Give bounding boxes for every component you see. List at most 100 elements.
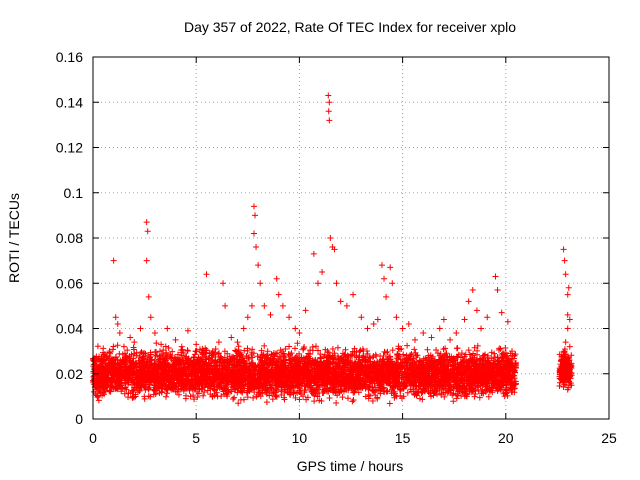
data-point — [153, 340, 160, 347]
data-point — [142, 383, 149, 390]
data-point — [461, 353, 468, 360]
data-point — [216, 350, 223, 357]
data-point — [151, 357, 158, 364]
data-point — [258, 347, 265, 354]
data-point — [112, 385, 119, 392]
data-point — [341, 352, 348, 359]
data-point — [138, 377, 145, 384]
data-point — [462, 367, 469, 374]
data-point — [273, 393, 280, 400]
data-point — [314, 386, 321, 393]
data-point — [109, 346, 116, 353]
data-point — [263, 399, 270, 406]
data-point — [465, 347, 472, 354]
data-point — [128, 351, 135, 358]
data-point — [502, 344, 509, 351]
data-point — [318, 397, 325, 404]
data-point — [95, 397, 102, 404]
data-point — [433, 347, 440, 354]
data-point — [386, 400, 393, 407]
data-point — [450, 398, 457, 405]
data-point — [124, 347, 131, 354]
data-point — [345, 385, 352, 392]
data-point — [136, 354, 143, 361]
data-point — [304, 354, 311, 361]
data-point — [493, 374, 500, 381]
data-point — [349, 398, 356, 405]
data-point — [404, 389, 411, 396]
data-point — [241, 347, 248, 354]
data-point — [147, 351, 154, 358]
data-point — [471, 344, 478, 351]
data-point — [286, 343, 293, 350]
data-point — [474, 347, 481, 354]
data-point — [471, 393, 478, 400]
data-point — [468, 389, 475, 396]
data-point — [163, 393, 170, 400]
data-point — [355, 354, 362, 361]
data-point — [362, 393, 369, 400]
data-point — [400, 351, 407, 358]
data-point — [337, 387, 344, 394]
grid-lines — [93, 57, 609, 419]
data-point — [248, 351, 255, 358]
data-point — [319, 365, 326, 372]
data-point — [329, 346, 336, 353]
data-point — [296, 396, 303, 403]
data-point — [390, 379, 397, 386]
data-point — [404, 342, 411, 349]
data-point — [367, 392, 374, 399]
data-point — [139, 378, 146, 385]
data-point — [235, 343, 242, 350]
data-points — [90, 92, 575, 407]
data-point — [169, 366, 176, 373]
data-point — [153, 349, 160, 356]
data-point — [349, 348, 356, 355]
data-point — [458, 350, 465, 357]
data-point — [476, 394, 483, 401]
data-point — [317, 355, 324, 362]
data-point — [466, 351, 473, 358]
data-point — [412, 388, 419, 395]
data-point — [300, 346, 307, 353]
data-point — [171, 354, 178, 361]
data-point — [429, 381, 436, 388]
data-point — [130, 344, 137, 351]
data-point — [393, 393, 400, 400]
data-point — [453, 395, 460, 402]
data-point — [373, 353, 380, 360]
data-point — [474, 342, 481, 349]
data-point — [250, 394, 257, 401]
data-point — [141, 395, 148, 402]
data-point — [369, 397, 376, 404]
data-point — [107, 350, 114, 357]
data-point — [485, 393, 492, 400]
data-point — [389, 347, 396, 354]
data-point — [282, 345, 289, 352]
data-point — [333, 400, 340, 407]
data-point — [116, 350, 123, 357]
data-point — [381, 360, 388, 367]
data-point — [174, 351, 181, 358]
data-point — [94, 343, 101, 350]
data-point — [130, 387, 137, 394]
data-point — [424, 346, 431, 353]
data-point — [381, 348, 388, 355]
data-point — [347, 357, 354, 364]
data-point — [326, 395, 333, 402]
data-point — [407, 386, 414, 393]
data-point — [458, 392, 465, 399]
data-point — [180, 385, 187, 392]
data-point — [453, 345, 460, 352]
data-point — [129, 388, 136, 395]
data-point — [209, 356, 216, 363]
data-point — [184, 348, 191, 355]
data-point — [182, 392, 189, 399]
data-point — [482, 351, 489, 358]
data-point — [301, 343, 308, 350]
data-point — [315, 347, 322, 354]
data-point — [276, 354, 283, 361]
data-point — [443, 350, 450, 357]
data-point — [224, 350, 231, 357]
